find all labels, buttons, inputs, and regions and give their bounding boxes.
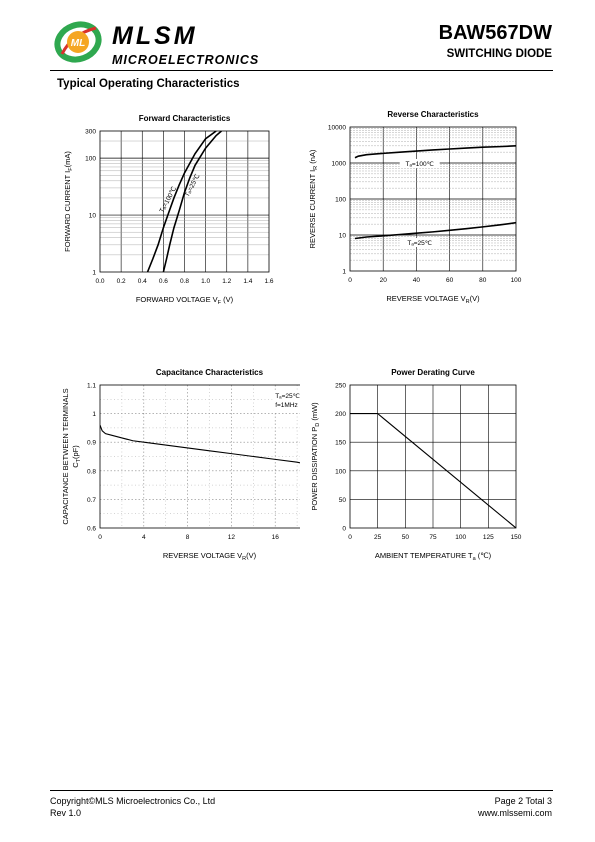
brand-name: MLSM	[112, 22, 198, 50]
chart-annotation: Tₐ=25℃	[275, 393, 300, 400]
y-tick-label: 1.1	[87, 383, 96, 390]
revision-text: Rev 1.0	[50, 808, 82, 818]
reverse-characteristics-chart: Reverse Characteristics 0 20 40 60 80 100 1 10 10…	[308, 110, 522, 305]
x-tick-label: 0.0	[95, 278, 104, 285]
x-tick-label: 125	[483, 534, 494, 541]
series-label-2: Tₐ=25℃	[407, 240, 432, 247]
y-tick-label: 10	[339, 233, 347, 240]
x-tick-label: 100	[455, 534, 466, 541]
y-tick-label: 0.9	[87, 440, 96, 447]
y-tick-label: 1	[92, 270, 96, 277]
copyright-text: Copyright©MLS Microelectronics Co., Ltd	[50, 796, 216, 806]
series-line-2	[354, 221, 516, 240]
y-tick-label: 1000	[332, 161, 347, 168]
x-tick-label: 4	[142, 534, 146, 541]
y-tick-label: 1	[92, 411, 96, 418]
x-tick-label: 75	[429, 534, 437, 541]
x-tick-label: 1.2	[222, 278, 231, 285]
x-tick-label: 16	[272, 534, 280, 541]
y-axis-label-2: CT(pF)	[71, 445, 82, 468]
series-line-1	[354, 145, 516, 159]
y-tick-label: 0.8	[87, 468, 96, 475]
series-line-1	[100, 424, 300, 464]
y-tick-label: 100	[85, 156, 96, 163]
y-tick-label: 0	[342, 526, 346, 533]
x-tick-label: 0.2	[117, 278, 126, 285]
company-logo: ML	[50, 18, 112, 64]
website-link[interactable]: www.mlssemi.com	[477, 808, 552, 818]
chart-title: Forward Characteristics	[139, 114, 231, 123]
page-number: Page 2 Total 3	[494, 796, 552, 806]
chart-annotation: f=1MHz	[275, 402, 298, 409]
x-tick-label: 0	[348, 277, 352, 284]
x-tick-label: 80	[479, 277, 487, 284]
capacitance-characteristics-chart: Capacitance Characteristics0481216200.60…	[61, 368, 300, 562]
y-tick-label: 150	[335, 440, 346, 447]
x-tick-label: 40	[413, 277, 421, 284]
logo-mark-icon: ML	[54, 21, 102, 63]
plot-frame	[349, 126, 517, 272]
x-tick-label: 1.6	[264, 278, 273, 285]
header-divider	[50, 70, 553, 71]
y-tick-label: 10	[89, 213, 97, 220]
y-axis-label: CAPACITANCE BETWEEN TERMINALS	[61, 388, 70, 524]
x-tick-label: 0.6	[159, 278, 168, 285]
series-label-bg-2	[399, 238, 440, 247]
x-axis-label: REVERSE VOLTAGE VR(V)	[386, 294, 480, 305]
plot-frame	[99, 384, 300, 529]
x-axis-label: AMBIENT TEMPERATURE Ta (℃)	[375, 551, 492, 562]
x-tick-label: 50	[402, 534, 410, 541]
x-tick-label: 100	[511, 277, 522, 284]
x-tick-label: 25	[374, 534, 382, 541]
x-tick-label: 0	[348, 534, 352, 541]
x-tick-label: 60	[446, 277, 454, 284]
power-derating-chart: Power Derating Curve 0 25 50 75 100 125 150 0 50 1…	[310, 368, 522, 562]
y-tick-label: 300	[85, 129, 96, 136]
y-tick-label: 10000	[328, 125, 346, 132]
x-tick-label: 0.8	[180, 278, 189, 285]
device-type: SWITCHING DIODE	[446, 48, 552, 60]
chart-title: Capacitance Characteristics	[156, 368, 264, 377]
footer-divider	[50, 790, 553, 791]
y-tick-label: 100	[335, 197, 346, 204]
svg-text:ML: ML	[71, 38, 85, 49]
series-label-1: Tₐ=100℃	[406, 161, 435, 168]
plot-frame	[99, 130, 270, 273]
series-label-bg-1	[399, 159, 440, 168]
series-line-2	[162, 131, 222, 272]
y-axis-label: FORWARD CURRENT IF(mA)	[63, 151, 74, 252]
x-tick-label: 150	[511, 534, 522, 541]
x-axis-label: FORWARD VOLTAGE VF (V)	[136, 295, 234, 306]
x-tick-label: 1.0	[201, 278, 210, 285]
series-line-1	[146, 131, 217, 272]
y-tick-label: 0.7	[87, 497, 96, 504]
x-tick-label: 12	[228, 534, 236, 541]
y-tick-label: 100	[335, 468, 346, 475]
company-name: MICROELECTRONICS	[112, 53, 260, 67]
x-tick-label: 0.4	[138, 278, 147, 285]
section-title: Typical Operating Characteristics	[57, 78, 240, 90]
annotation-bg	[272, 389, 300, 412]
x-tick-label: 8	[186, 534, 190, 541]
y-tick-label: 0.6	[87, 526, 96, 533]
series-label-1: Tₐ=100℃	[159, 185, 179, 214]
y-tick-label: 1	[342, 269, 346, 276]
y-axis-label: POWER DISSIPATION PD (mW)	[310, 402, 321, 511]
series-line-1	[350, 413, 516, 528]
plot-frame	[349, 384, 517, 529]
x-axis-label: REVERSE VOLTAGE VR(V)	[163, 551, 257, 562]
x-tick-label: 1.4	[243, 278, 252, 285]
x-tick-label: 0	[98, 534, 102, 541]
chart-title: Power Derating Curve	[391, 368, 475, 377]
x-tick-label: 20	[380, 277, 388, 284]
y-tick-label: 200	[335, 411, 346, 418]
y-axis-label: REVERSE CURRENT IR (nA)	[308, 149, 319, 248]
y-tick-label: 250	[335, 383, 346, 390]
part-number: BAW567DW	[438, 22, 552, 44]
y-tick-label: 50	[339, 497, 347, 504]
chart-title: Reverse Characteristics	[387, 110, 479, 119]
forward-characteristics-chart: Forward Characteristics 0.0 0.2 0.4 0.6 0.8 1.…	[63, 114, 274, 306]
